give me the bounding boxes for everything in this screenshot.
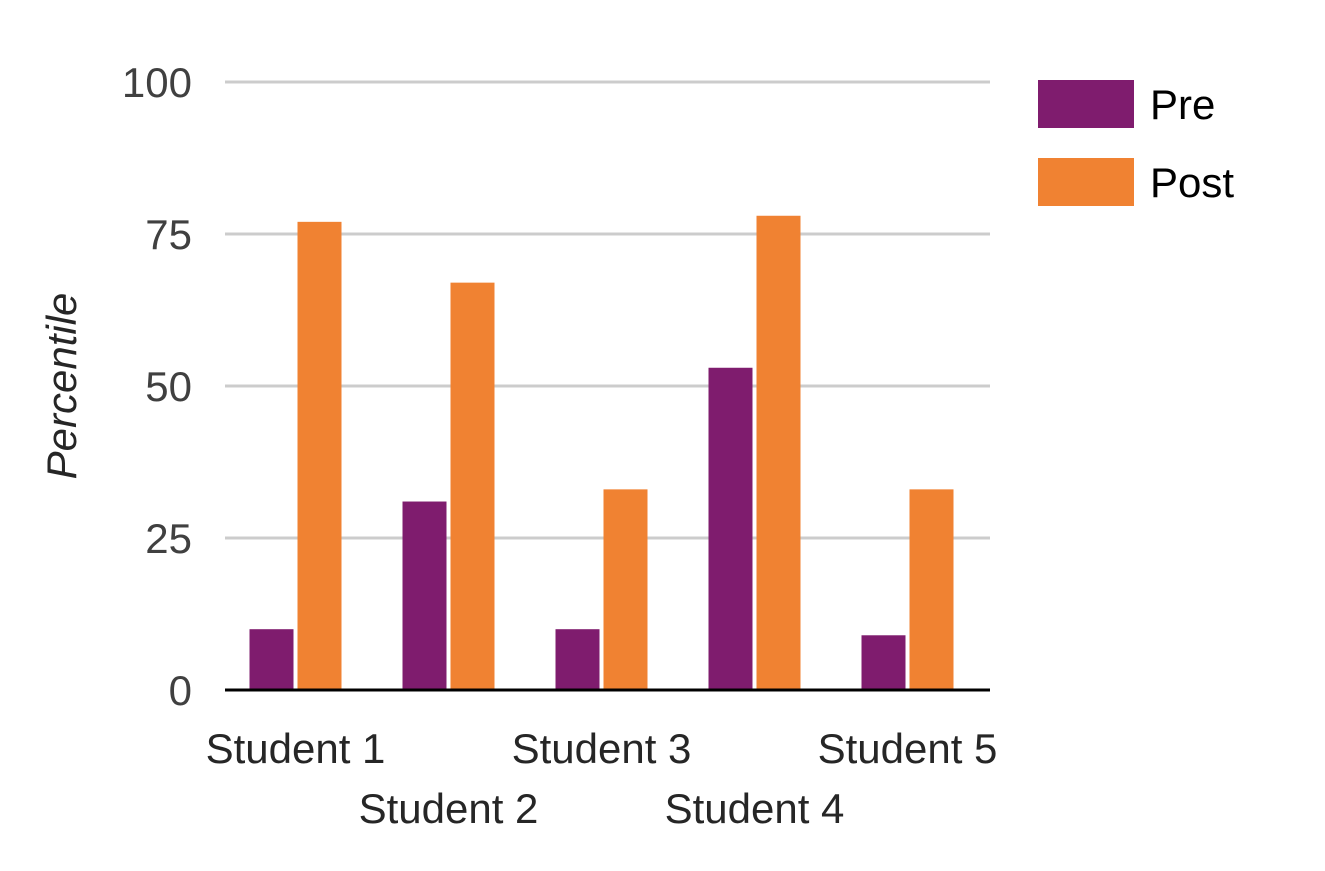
bar-pre-5 xyxy=(861,635,906,690)
legend-label-pre: Pre xyxy=(1150,81,1215,128)
x-category-label: Student 2 xyxy=(359,785,539,832)
legend: Pre Post xyxy=(1038,80,1234,206)
bars xyxy=(249,215,954,690)
x-category-label: Student 1 xyxy=(206,725,386,772)
bar-pre-4 xyxy=(708,367,753,690)
y-tick-label: 100 xyxy=(122,59,192,106)
legend-swatch-post xyxy=(1038,158,1134,206)
bar-pre-1 xyxy=(249,629,294,690)
bar-post-2 xyxy=(450,282,495,690)
x-category-label: Student 3 xyxy=(512,725,692,772)
x-category-labels: Student 1 Student 2 Student 3 Student 4 Stud… xyxy=(206,725,998,832)
y-tick-label: 50 xyxy=(145,363,192,410)
bar-post-4 xyxy=(756,215,801,690)
legend-swatch-pre xyxy=(1038,80,1134,128)
bar-post-1 xyxy=(297,221,342,690)
y-axis-title: Percentile xyxy=(38,293,85,480)
bar-pre-3 xyxy=(555,629,600,690)
bar-post-5 xyxy=(909,489,954,690)
x-category-label: Student 4 xyxy=(665,785,845,832)
y-tick-label: 25 xyxy=(145,515,192,562)
y-tick-label: 75 xyxy=(145,211,192,258)
y-tick-label: 0 xyxy=(169,667,192,714)
bar-pre-2 xyxy=(402,501,447,690)
y-tick-labels: 0 25 50 75 100 xyxy=(122,59,192,714)
bar-post-3 xyxy=(603,489,648,690)
legend-label-post: Post xyxy=(1150,159,1234,206)
x-category-label: Student 5 xyxy=(818,725,998,772)
